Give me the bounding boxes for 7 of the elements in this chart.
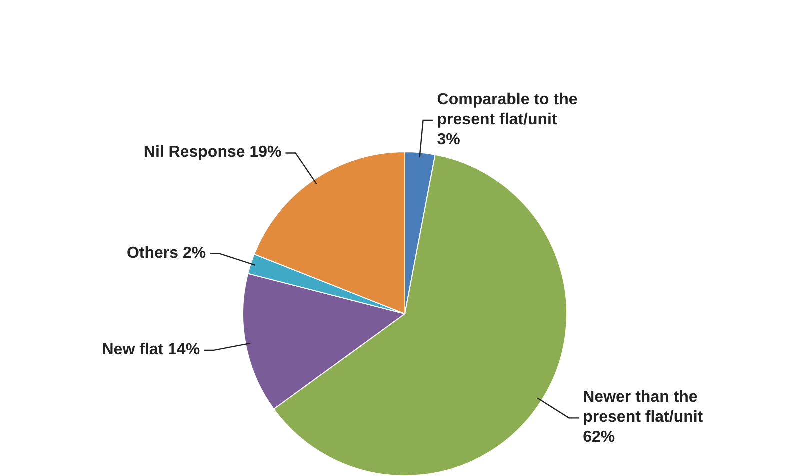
data-label: 62%: [583, 429, 616, 446]
slice-label: Comparable to the present flat/unit: [437, 92, 578, 129]
data-label: 3%: [437, 132, 460, 149]
slice-label: Newer than the present flat/unit: [583, 389, 704, 426]
slice-label: Nil Response 19%: [144, 144, 282, 162]
slice-label: New flat 14%: [102, 342, 200, 359]
slice-label: Others 2%: [126, 245, 206, 262]
